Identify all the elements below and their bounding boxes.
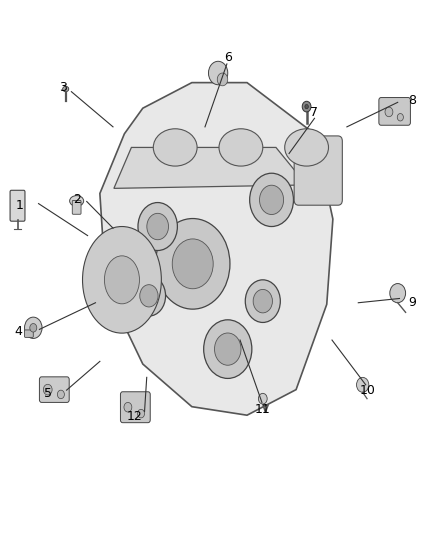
Circle shape xyxy=(147,213,169,240)
Circle shape xyxy=(357,377,369,392)
Circle shape xyxy=(385,107,393,117)
Circle shape xyxy=(302,101,311,112)
Ellipse shape xyxy=(82,227,161,333)
Circle shape xyxy=(208,61,228,85)
Text: 8: 8 xyxy=(408,94,416,107)
Text: 10: 10 xyxy=(360,384,376,397)
Circle shape xyxy=(132,276,166,316)
Circle shape xyxy=(57,390,64,399)
Circle shape xyxy=(124,402,132,412)
Circle shape xyxy=(204,320,252,378)
Circle shape xyxy=(138,203,177,251)
Text: 3: 3 xyxy=(60,82,67,94)
Ellipse shape xyxy=(153,129,197,166)
Circle shape xyxy=(217,73,228,86)
Text: 7: 7 xyxy=(311,107,318,119)
Text: 12: 12 xyxy=(127,410,143,423)
Circle shape xyxy=(155,219,230,309)
Circle shape xyxy=(250,173,293,227)
Circle shape xyxy=(253,289,272,313)
Text: 6: 6 xyxy=(224,51,232,63)
FancyBboxPatch shape xyxy=(379,98,410,125)
FancyBboxPatch shape xyxy=(10,190,25,221)
Polygon shape xyxy=(100,83,333,415)
Text: 1: 1 xyxy=(16,199,24,212)
Circle shape xyxy=(30,324,37,332)
Polygon shape xyxy=(114,148,307,188)
Circle shape xyxy=(25,317,42,338)
Circle shape xyxy=(140,285,158,307)
Circle shape xyxy=(43,384,52,395)
Circle shape xyxy=(397,114,403,121)
Text: 2: 2 xyxy=(73,193,81,206)
FancyBboxPatch shape xyxy=(294,136,343,205)
Ellipse shape xyxy=(104,256,139,304)
Text: 11: 11 xyxy=(255,403,271,416)
Ellipse shape xyxy=(63,86,69,92)
Ellipse shape xyxy=(70,196,84,206)
Circle shape xyxy=(305,104,308,109)
Text: 4: 4 xyxy=(14,325,22,338)
Ellipse shape xyxy=(219,129,263,166)
Circle shape xyxy=(215,333,241,365)
Circle shape xyxy=(245,280,280,322)
FancyBboxPatch shape xyxy=(39,377,69,402)
FancyBboxPatch shape xyxy=(72,200,81,214)
Text: 5: 5 xyxy=(44,387,52,400)
Circle shape xyxy=(172,239,213,289)
Circle shape xyxy=(258,393,267,404)
Ellipse shape xyxy=(285,129,328,166)
Circle shape xyxy=(390,284,406,303)
Text: 9: 9 xyxy=(408,296,416,309)
Circle shape xyxy=(259,185,284,215)
FancyBboxPatch shape xyxy=(120,392,150,423)
Circle shape xyxy=(138,409,145,418)
FancyBboxPatch shape xyxy=(25,330,33,337)
